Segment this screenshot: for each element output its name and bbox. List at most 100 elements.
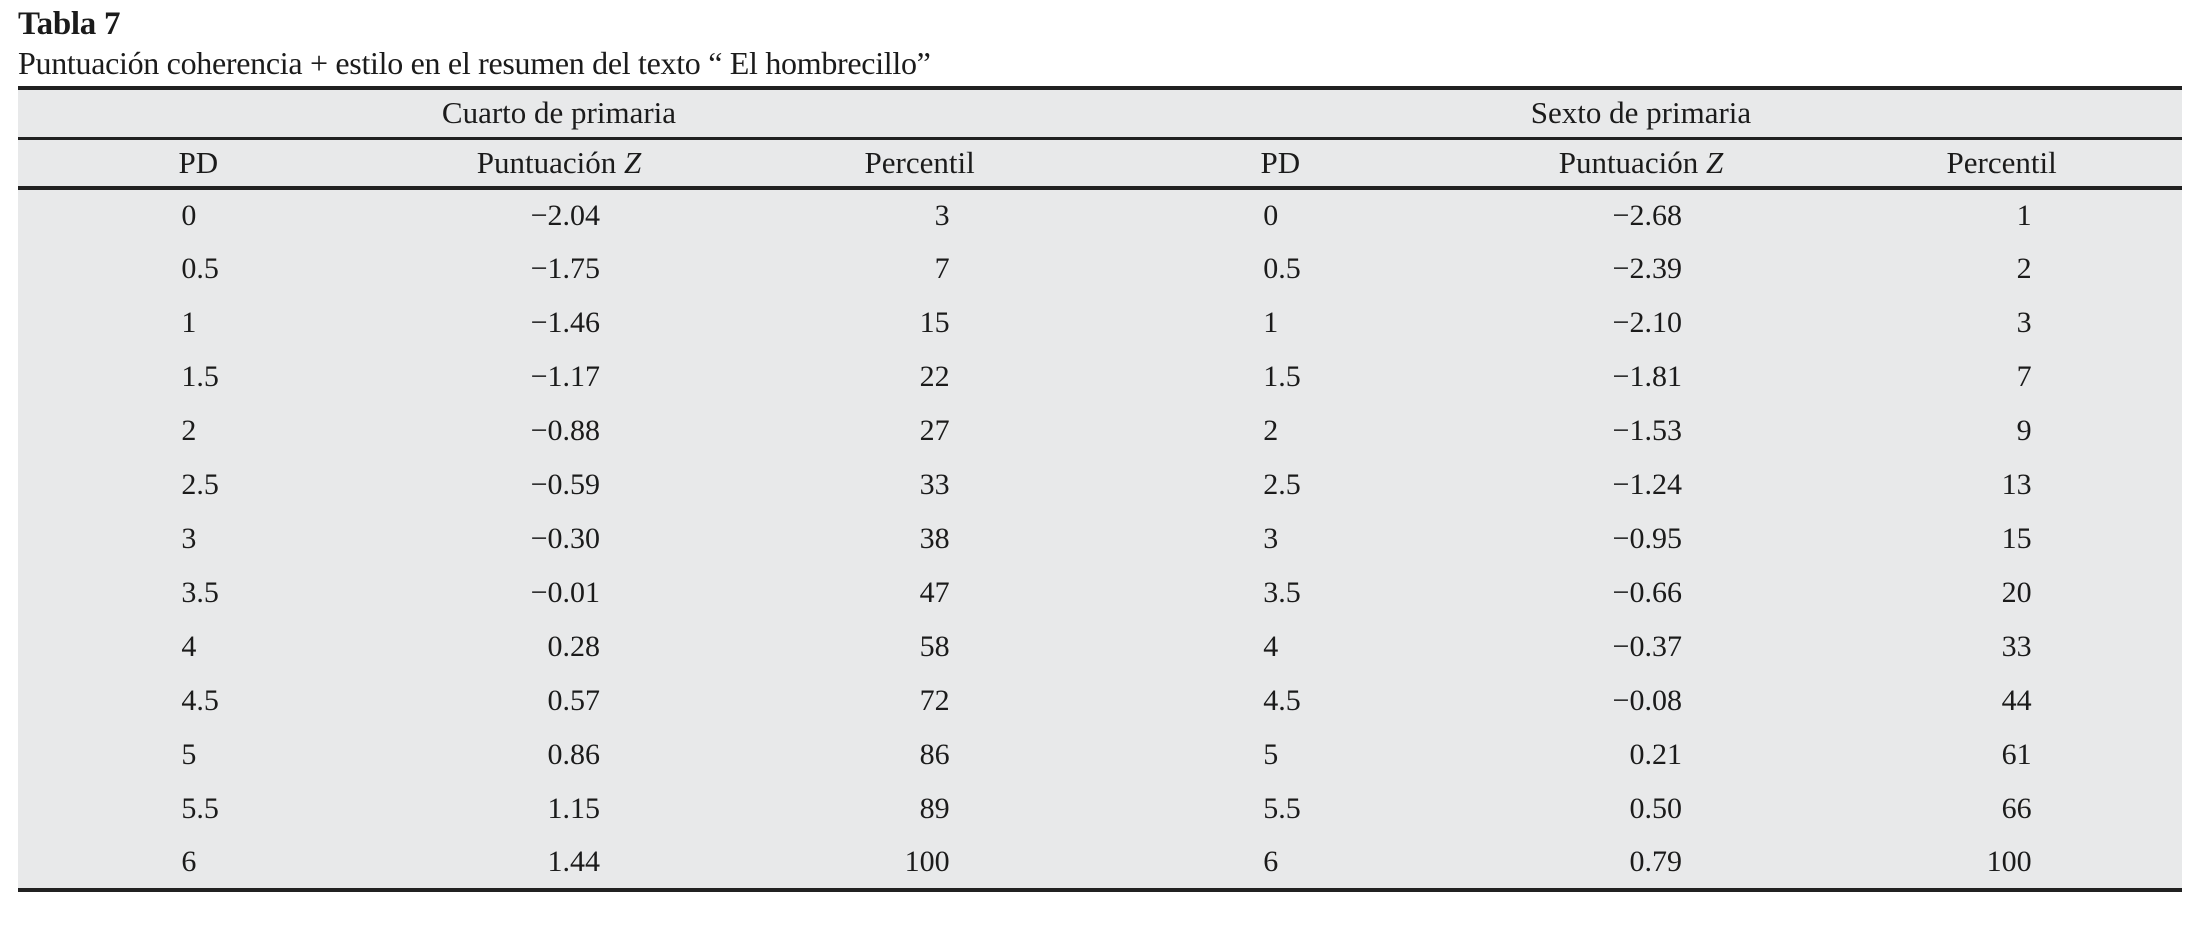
cell-sexto-pd: 2 <box>1263 414 1279 447</box>
table-row: 6 1.44 100 6 0.79 100 <box>18 836 2182 892</box>
cell-sexto-percentil: 15 <box>2001 522 2032 555</box>
cell-cuarto-percentil: 3 <box>934 199 950 232</box>
table-row: 2 −0.88 27 2 −1.53 9 <box>18 404 2182 458</box>
cell-cuarto-percentil: 72 <box>919 684 950 717</box>
column-header-row: PD Puntuación Z Percentil PD Puntuación … <box>18 138 2182 190</box>
cell-cuarto-percentil: 38 <box>919 522 950 555</box>
cell-cuarto-pd: 1.5 <box>181 360 219 393</box>
z-variable-label: Z <box>1705 144 1724 180</box>
cell-cuarto-pd: 3.5 <box>181 576 219 609</box>
table-row: 3.5 −0.01 47 3.5 −0.66 20 <box>18 566 2182 620</box>
cell-cuarto-pd: 2 <box>181 414 197 447</box>
cell-sexto-percentil: 3 <box>2016 306 2032 339</box>
puntuacion-label: Puntuación <box>476 144 617 180</box>
cell-sexto-z: −2.68 <box>1612 199 1682 232</box>
cell-sexto-percentil: 33 <box>2001 630 2032 663</box>
cell-cuarto-z: −0.30 <box>530 522 600 555</box>
cell-sexto-z: −2.10 <box>1612 306 1682 339</box>
norms-table: Cuarto de primaria Sexto de primaria PD … <box>18 86 2182 892</box>
table-row: 3 −0.30 38 3 −0.95 15 <box>18 512 2182 566</box>
cell-cuarto-percentil: 27 <box>919 414 950 447</box>
cell-cuarto-pd: 3 <box>181 522 197 555</box>
cell-cuarto-z: 0.28 <box>547 630 600 663</box>
table-row: 0.5 −1.75 7 0.5 −2.39 2 <box>18 242 2182 296</box>
cell-cuarto-pd: 1 <box>181 306 197 339</box>
cell-sexto-z: −0.95 <box>1612 522 1682 555</box>
cell-cuarto-percentil: 100 <box>739 836 1100 892</box>
table-row: 5.5 1.15 89 5.5 0.50 66 <box>18 782 2182 836</box>
cell-sexto-percentil: 1 <box>2016 199 2032 232</box>
cell-sexto-pd: 5 <box>1263 738 1279 771</box>
cell-sexto-percentil: 44 <box>2001 684 2032 717</box>
cell-sexto-percentil: 66 <box>2001 792 2032 825</box>
cell-sexto-percentil: 7 <box>2016 360 2032 393</box>
puntuacion-label: Puntuación <box>1558 144 1699 180</box>
cell-cuarto-percentil: 22 <box>919 360 950 393</box>
table-row: 2.5 −0.59 33 2.5 −1.24 13 <box>18 458 2182 512</box>
cell-cuarto-z: −1.46 <box>530 306 600 339</box>
cell-cuarto-pd: 5.5 <box>181 792 219 825</box>
cell-sexto-pd: 0 <box>1263 199 1279 232</box>
col-header-pd-cuarto: PD <box>18 138 379 190</box>
cell-sexto-z: −0.66 <box>1612 576 1682 609</box>
cell-sexto-percentil: 9 <box>2016 414 2032 447</box>
col-header-pd-sexto: PD <box>1099 138 1461 190</box>
cell-sexto-pd: 0.5 <box>1263 252 1301 285</box>
cell-cuarto-pd: 5 <box>181 738 197 771</box>
table-row: 1.5 −1.17 22 1.5 −1.81 7 <box>18 350 2182 404</box>
cell-cuarto-percentil: 47 <box>919 576 950 609</box>
table-caption: Tabla 7 Puntuación coherencia + estilo e… <box>18 5 931 83</box>
table-row: 5 0.86 86 5 0.21 61 <box>18 728 2182 782</box>
cell-cuarto-z: −1.75 <box>530 252 600 285</box>
cell-cuarto-pd: 6 <box>18 836 379 892</box>
cell-cuarto-pd: 4.5 <box>181 684 219 717</box>
cell-cuarto-pd: 0 <box>181 199 197 232</box>
cell-cuarto-z: 1.44 <box>378 836 740 892</box>
cell-sexto-percentil: 20 <box>2001 576 2032 609</box>
cell-sexto-pd: 1 <box>1263 306 1279 339</box>
cell-sexto-pd: 4 <box>1263 630 1279 663</box>
group-header-row: Cuarto de primaria Sexto de primaria <box>18 88 2182 140</box>
cell-cuarto-z: −1.17 <box>530 360 600 393</box>
cell-sexto-z: −2.39 <box>1612 252 1682 285</box>
cell-sexto-percentil: 13 <box>2001 468 2032 501</box>
table-subtitle: Puntuación coherencia + estilo en el res… <box>18 45 931 81</box>
cell-sexto-pd: 6 <box>1099 836 1461 892</box>
cell-sexto-z: −0.37 <box>1612 630 1682 663</box>
cell-sexto-pd: 3.5 <box>1263 576 1301 609</box>
cell-cuarto-percentil: 58 <box>919 630 950 663</box>
cell-cuarto-z: −0.01 <box>530 576 600 609</box>
cell-cuarto-percentil: 15 <box>919 306 950 339</box>
cell-sexto-z: −1.81 <box>1612 360 1682 393</box>
cell-cuarto-z: 0.86 <box>547 738 600 771</box>
cell-cuarto-z: −0.88 <box>530 414 600 447</box>
cell-cuarto-percentil: 33 <box>919 468 950 501</box>
cell-sexto-pd: 5.5 <box>1263 792 1301 825</box>
cell-sexto-percentil: 100 <box>1821 836 2182 892</box>
cell-sexto-percentil: 2 <box>2016 252 2032 285</box>
cell-cuarto-z: 1.15 <box>547 792 600 825</box>
cell-cuarto-percentil: 7 <box>934 252 950 285</box>
cell-sexto-z: −0.08 <box>1612 684 1682 717</box>
cell-sexto-percentil: 61 <box>2001 738 2032 771</box>
cell-cuarto-percentil: 89 <box>919 792 950 825</box>
table-row: 0 −2.04 3 0 −2.68 1 <box>18 188 2182 242</box>
cell-cuarto-pd: 0.5 <box>181 252 219 285</box>
col-header-puntuacion-z-sexto: Puntuación Z <box>1460 138 1822 190</box>
cell-sexto-z: −1.24 <box>1612 468 1682 501</box>
col-header-percentil-sexto: Percentil <box>1821 138 2182 190</box>
cell-sexto-z: −1.53 <box>1612 414 1682 447</box>
table-title: Tabla 7 <box>18 6 121 42</box>
cell-cuarto-percentil: 86 <box>919 738 950 771</box>
cell-sexto-z: 0.50 <box>1629 792 1682 825</box>
z-variable-label: Z <box>623 144 642 180</box>
cell-cuarto-z: −0.59 <box>530 468 600 501</box>
col-header-puntuacion-z-cuarto: Puntuación Z <box>378 138 740 190</box>
cell-sexto-pd: 1.5 <box>1263 360 1301 393</box>
cell-sexto-pd: 2.5 <box>1263 468 1301 501</box>
table-row: 4.5 0.57 72 4.5 −0.08 44 <box>18 674 2182 728</box>
cell-cuarto-pd: 2.5 <box>181 468 219 501</box>
table-row: 4 0.28 58 4 −0.37 33 <box>18 620 2182 674</box>
cell-sexto-pd: 3 <box>1263 522 1279 555</box>
group-header-cuarto: Cuarto de primaria <box>18 88 1100 140</box>
